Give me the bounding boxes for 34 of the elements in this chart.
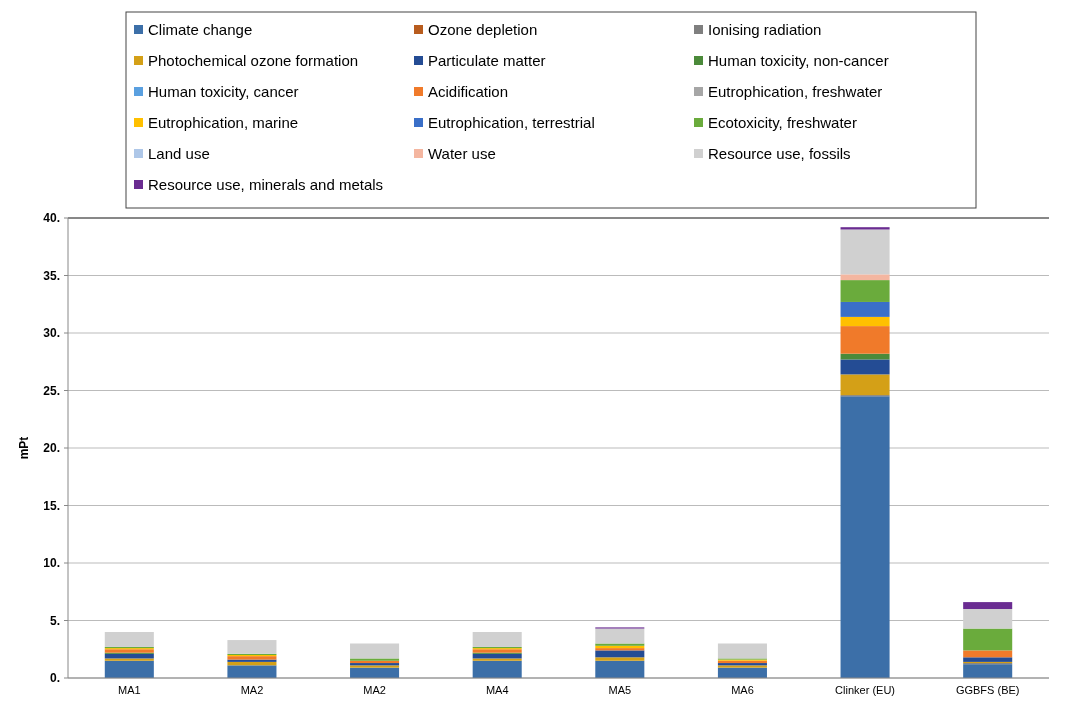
legend-label: Ecotoxicity, freshwater: [708, 114, 857, 132]
x-tick-label: MA2: [240, 684, 264, 696]
x-tick-label: MA6: [731, 684, 754, 696]
x-tick-label: Clinker (EU): [835, 684, 896, 696]
legend-label: Eutrophication, freshwater: [708, 83, 883, 101]
legend-label: Eutrophication, terrestrial: [428, 114, 595, 132]
legend-label: Human toxicity, cancer: [148, 83, 299, 101]
x-tick-label: MA4: [485, 684, 509, 696]
y-axis-title: mPt: [17, 436, 31, 460]
y-tick-label: 10.: [43, 556, 60, 571]
legend-label: Water use: [428, 145, 496, 163]
x-tick-label: GGBFS (BE): [955, 684, 1020, 696]
x-tick-label: MA5: [608, 684, 632, 696]
legend-label: Acidification: [428, 83, 509, 101]
legend-label: Photochemical ozone formation: [148, 52, 359, 70]
y-tick-label: 30.: [43, 326, 60, 341]
legend-label: Ionising radiation: [708, 21, 822, 39]
legend-label: Eutrophication, marine: [148, 114, 299, 132]
y-tick-label: 25.: [43, 383, 60, 398]
legend-label: Resource use, minerals and metals: [148, 176, 384, 194]
legend-label: Human toxicity, non-cancer: [708, 52, 889, 70]
x-tick-label: MA1: [118, 684, 141, 696]
legend-label: Land use: [148, 145, 210, 163]
y-tick-label: 15.: [43, 498, 60, 513]
y-tick-label: 0.: [49, 671, 60, 686]
y-tick-label: 40.: [43, 211, 60, 226]
legend-label: Climate change: [148, 21, 253, 39]
legend-label: Resource use, fossils: [708, 145, 851, 163]
y-tick-label: 20.: [43, 441, 60, 456]
y-tick-label: 35.: [43, 268, 60, 283]
legend-label: Ozone depletion: [428, 21, 538, 39]
y-tick-label: 5.: [49, 613, 60, 628]
x-tick-label: MA2: [363, 684, 386, 696]
legend-label: Particulate matter: [428, 52, 546, 70]
